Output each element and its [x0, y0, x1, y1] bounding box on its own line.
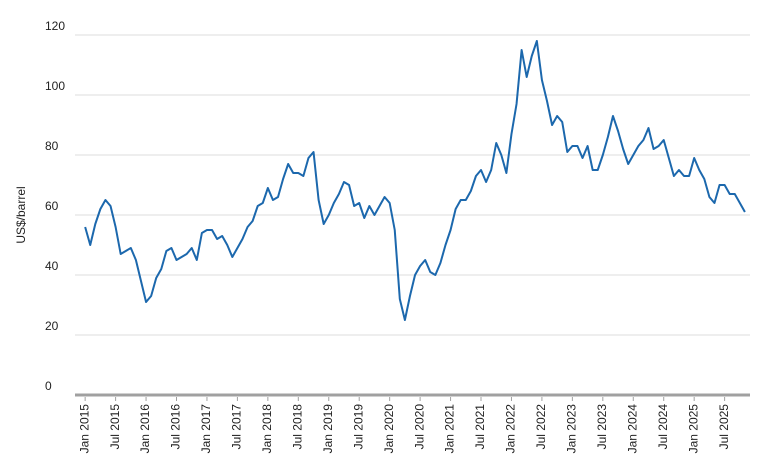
- x-tick-label: Jul 2018: [290, 404, 304, 450]
- x-tick-label: Jul 2021: [473, 404, 487, 450]
- x-tick-label: Jan 2017: [199, 404, 213, 454]
- x-tick-label: Jan 2015: [77, 404, 91, 454]
- y-tick-label: 60: [45, 199, 59, 213]
- x-tick-label: Jan 2022: [504, 404, 518, 454]
- y-tick-label: 80: [45, 139, 59, 153]
- x-tick-label: Jul 2019: [351, 404, 365, 450]
- x-tick-label: Jul 2022: [534, 404, 548, 450]
- x-tick-label: Jul 2016: [169, 404, 183, 450]
- x-tick-label: Jul 2024: [656, 404, 670, 450]
- x-tick-label: Jan 2021: [443, 404, 457, 454]
- x-tick-label: Jul 2025: [717, 404, 731, 450]
- x-tick-label: Jan 2020: [382, 404, 396, 454]
- x-tick-label: Jan 2024: [625, 404, 639, 454]
- y-tick-label: 120: [45, 19, 65, 33]
- x-tick-label: Jan 2018: [260, 404, 274, 454]
- x-tick-label: Jul 2017: [230, 404, 244, 450]
- x-tick-label: Jul 2015: [108, 404, 122, 450]
- line: [84, 40, 746, 321]
- y-tick-label: 0: [45, 379, 52, 393]
- x-tick-label: Jul 2023: [595, 404, 609, 450]
- x-tick-label: Jan 2019: [321, 404, 335, 454]
- x-tick-label: Jul 2020: [412, 404, 426, 450]
- x-tick-label: Jan 2023: [565, 404, 579, 454]
- x-tick-label: Jan 2016: [138, 404, 152, 454]
- y-tick-label: 20: [45, 319, 59, 333]
- x-tick-label: Jan 2025: [686, 404, 700, 454]
- y-tick-label: 100: [45, 79, 65, 93]
- y-axis-label: US$/barrel: [14, 186, 28, 243]
- y-tick-label: 40: [45, 259, 59, 273]
